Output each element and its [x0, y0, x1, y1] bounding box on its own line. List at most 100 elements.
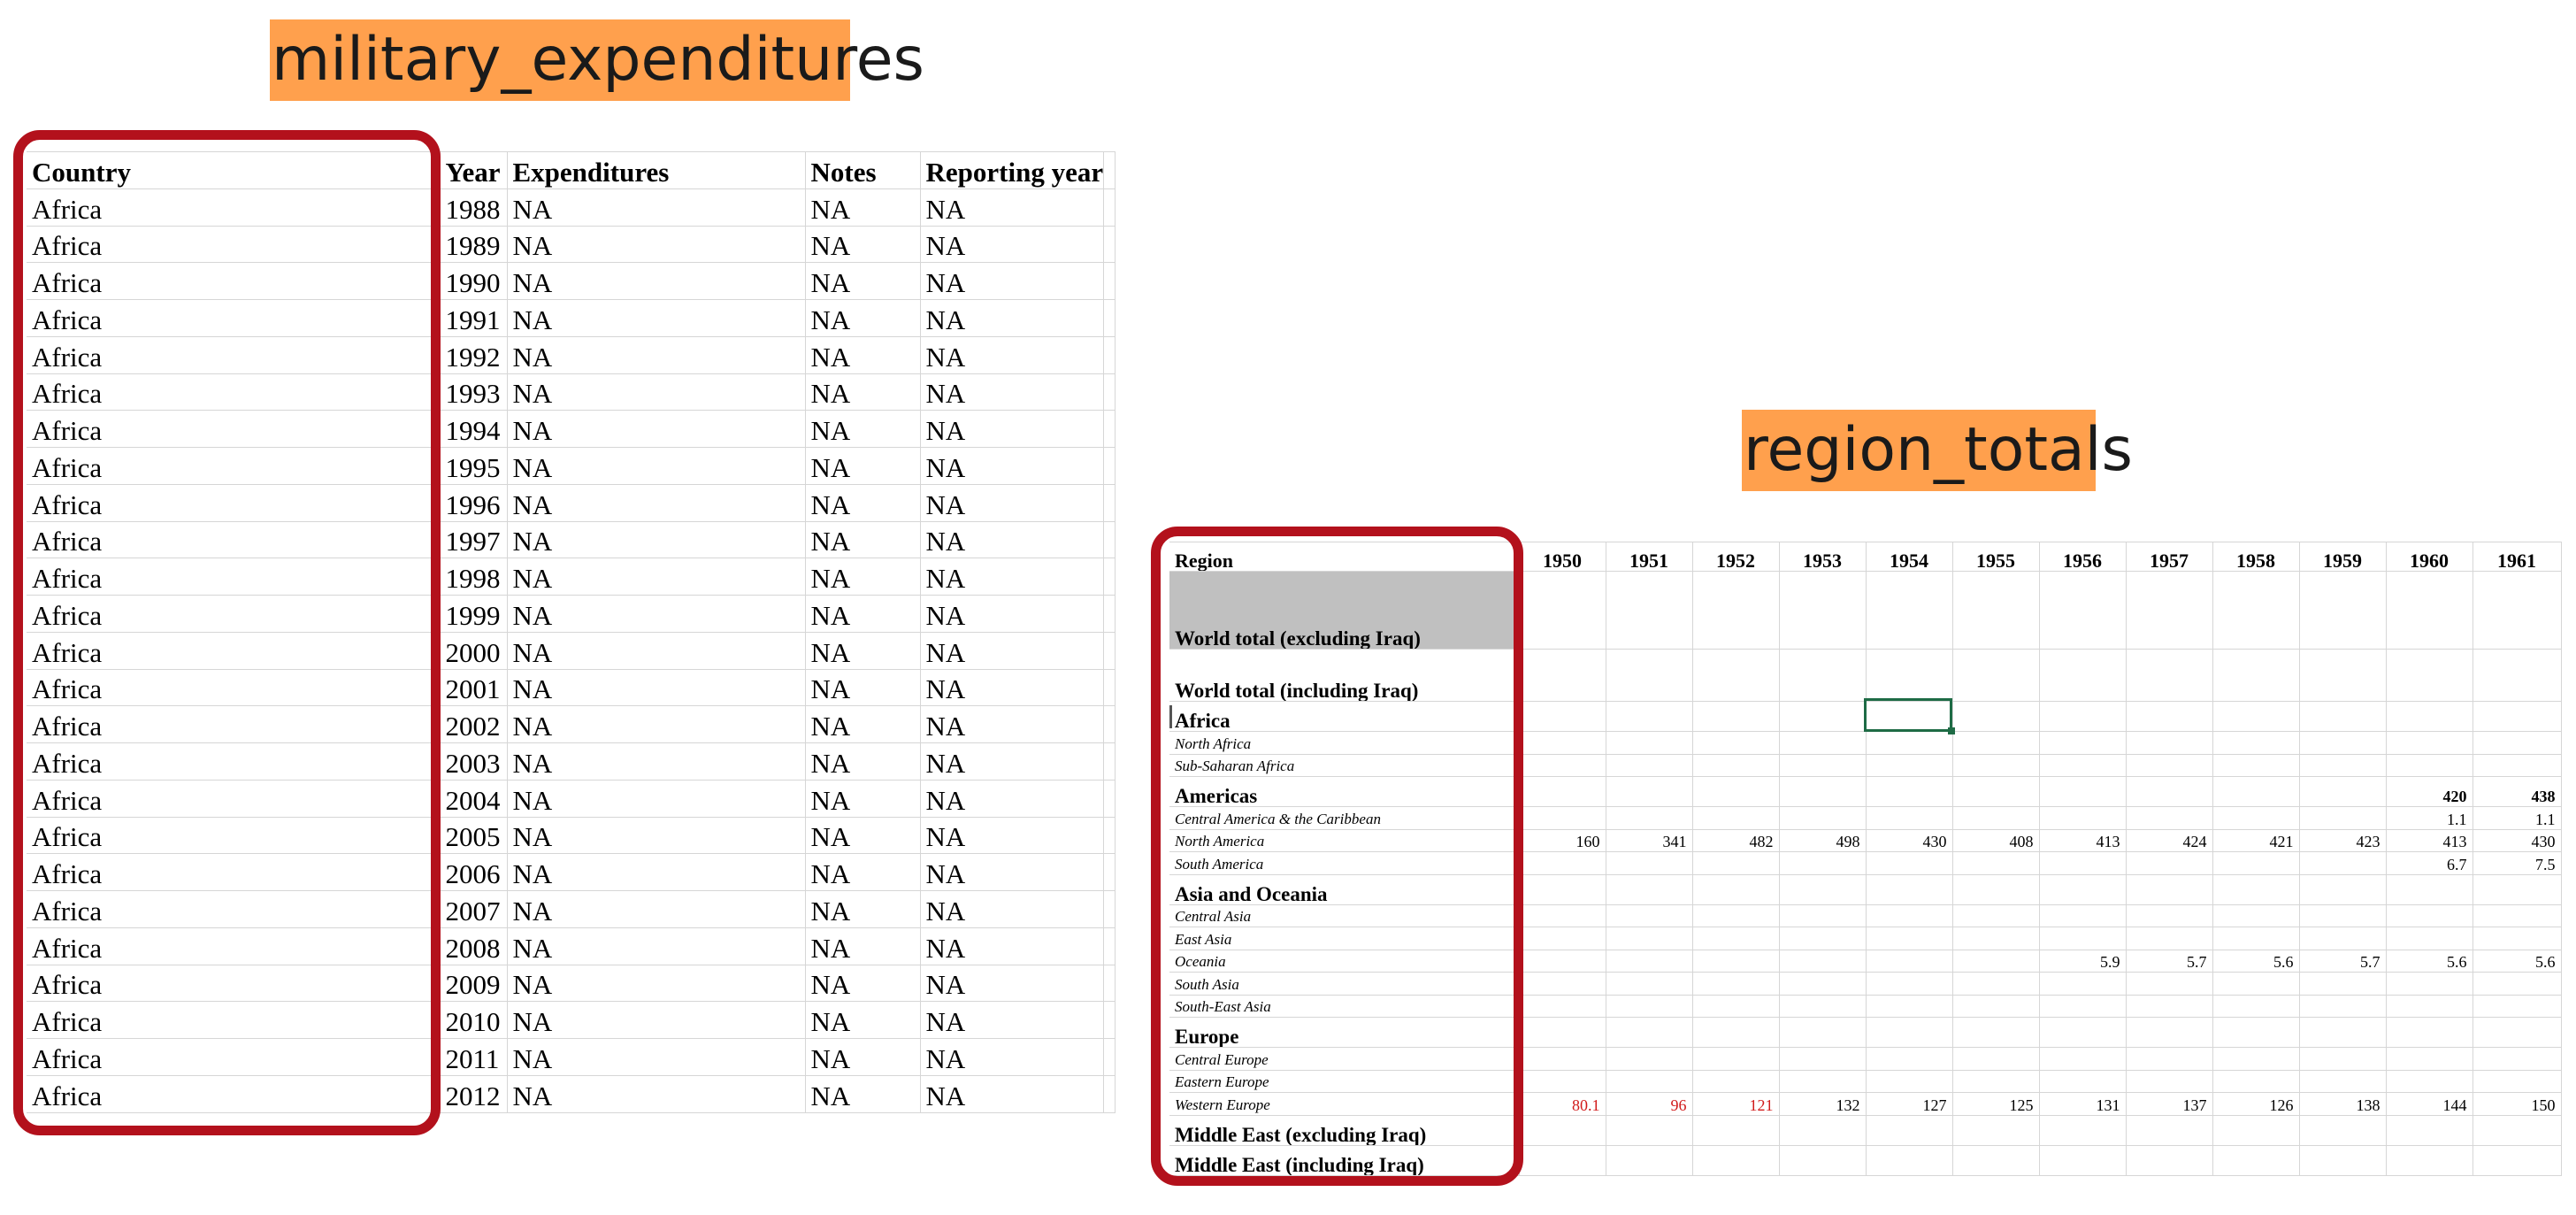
cell-value[interactable] [2039, 571, 2127, 650]
cell-value[interactable] [2126, 972, 2213, 996]
cell-expenditures[interactable]: NA [507, 632, 806, 670]
cell-value[interactable] [2386, 754, 2473, 777]
cell-value[interactable] [1519, 1047, 1606, 1071]
cell-notes[interactable]: NA [805, 853, 921, 891]
cell-value[interactable] [2126, 701, 2213, 732]
cell-blank[interactable] [1103, 1001, 1116, 1039]
cell-blank[interactable] [1103, 965, 1116, 1003]
cell-reporting-year[interactable]: NA [920, 447, 1105, 485]
cell-value[interactable] [2039, 701, 2127, 732]
cell-expenditures[interactable]: NA [507, 299, 806, 337]
cell-value[interactable] [1952, 874, 2040, 905]
cell-value[interactable] [2299, 1115, 2387, 1146]
cell-blank[interactable] [1103, 262, 1116, 300]
cell-value[interactable] [2386, 995, 2473, 1018]
cell-blank[interactable] [1103, 299, 1116, 337]
cell-value[interactable] [1779, 776, 1867, 807]
cell-value[interactable] [2212, 1070, 2300, 1093]
cell-value[interactable] [1519, 972, 1606, 996]
cell-value[interactable] [2299, 904, 2387, 927]
cell-notes[interactable]: NA [805, 742, 921, 781]
cell-value[interactable] [2212, 806, 2300, 830]
cell-region[interactable]: Asia and Oceania [1169, 874, 1520, 905]
cell-value[interactable] [1519, 927, 1606, 950]
cell-value[interactable] [1866, 806, 1953, 830]
cell-year[interactable]: 2000 [440, 632, 508, 670]
cell-country[interactable]: Africa [27, 558, 441, 596]
cell-value[interactable] [2039, 995, 2127, 1018]
cell-value[interactable] [2212, 1017, 2300, 1048]
cell-country[interactable]: Africa [27, 595, 441, 633]
cell-expenditures[interactable]: NA [507, 890, 806, 928]
cell-value[interactable]: 125 [1952, 1092, 2040, 1116]
cell-blank[interactable] [1103, 890, 1116, 928]
column-header-year[interactable]: 1953 [1779, 542, 1867, 572]
column-header-year[interactable]: 1952 [1692, 542, 1780, 572]
cell-country[interactable]: Africa [27, 447, 441, 485]
cell-region[interactable]: South Asia [1169, 972, 1520, 996]
cell-value[interactable]: 160 [1519, 829, 1606, 852]
cell-reporting-year[interactable]: NA [920, 558, 1105, 596]
cell-value[interactable] [2126, 1115, 2213, 1146]
column-header-year[interactable]: 1961 [2472, 542, 2562, 572]
cell-expenditures[interactable]: NA [507, 742, 806, 781]
cell-value[interactable] [2039, 776, 2127, 807]
cell-value[interactable]: 498 [1779, 829, 1867, 852]
cell-country[interactable]: Africa [27, 817, 441, 855]
cell-value[interactable] [2212, 904, 2300, 927]
cell-country[interactable]: Africa [27, 1001, 441, 1039]
cell-reporting-year[interactable]: NA [920, 853, 1105, 891]
cell-country[interactable]: Africa [27, 262, 441, 300]
cell-region[interactable]: Western Europe [1169, 1092, 1520, 1116]
cell-value[interactable]: 96 [1606, 1092, 1693, 1116]
cell-value[interactable] [2299, 806, 2387, 830]
cell-value[interactable]: 430 [2472, 829, 2562, 852]
cell-value[interactable] [2212, 731, 2300, 755]
cell-value[interactable] [2126, 731, 2213, 755]
cell-value[interactable] [2039, 904, 2127, 927]
cell-value[interactable] [1519, 904, 1606, 927]
selected-cell[interactable] [1864, 698, 1955, 734]
cell-blank[interactable] [1103, 705, 1116, 743]
column-header-country[interactable]: Country [27, 151, 441, 189]
cell-year[interactable]: 2001 [440, 669, 508, 707]
cell-value[interactable] [1606, 874, 1693, 905]
cell-value[interactable] [2126, 571, 2213, 650]
cell-value[interactable] [1952, 571, 2040, 650]
cell-blank[interactable] [1103, 1038, 1116, 1076]
cell-year[interactable]: 2003 [440, 742, 508, 781]
cell-year[interactable]: 1998 [440, 558, 508, 596]
cell-value[interactable] [1952, 950, 2040, 973]
cell-blank[interactable] [1103, 226, 1116, 264]
cell-expenditures[interactable]: NA [507, 188, 806, 227]
cell-notes[interactable]: NA [805, 558, 921, 596]
cell-notes[interactable]: NA [805, 188, 921, 227]
cell-country[interactable]: Africa [27, 853, 441, 891]
cell-value[interactable] [1606, 776, 1693, 807]
cell-country[interactable]: Africa [27, 1075, 441, 1113]
cell-expenditures[interactable]: NA [507, 484, 806, 522]
cell-value[interactable] [1779, 754, 1867, 777]
cell-value[interactable] [1692, 806, 1780, 830]
cell-blank[interactable] [1103, 484, 1116, 522]
cell-expenditures[interactable]: NA [507, 705, 806, 743]
cell-value[interactable] [2472, 1115, 2562, 1146]
cell-value[interactable] [2039, 927, 2127, 950]
cell-country[interactable]: Africa [27, 484, 441, 522]
cell-region[interactable]: Africa [1169, 701, 1520, 732]
cell-value[interactable] [1952, 972, 2040, 996]
cell-year[interactable]: 1990 [440, 262, 508, 300]
cell-blank[interactable] [1103, 632, 1116, 670]
cell-year[interactable]: 1999 [440, 595, 508, 633]
cell-blank[interactable] [1103, 336, 1116, 374]
cell-value[interactable] [2299, 754, 2387, 777]
cell-value[interactable] [2472, 972, 2562, 996]
cell-value[interactable] [1692, 754, 1780, 777]
cell-value[interactable] [1779, 1017, 1867, 1048]
cell-value[interactable]: 1.1 [2472, 806, 2562, 830]
cell-value[interactable] [2299, 851, 2387, 875]
cell-expenditures[interactable]: NA [507, 817, 806, 855]
cell-value[interactable] [1779, 1047, 1867, 1071]
cell-value[interactable]: 137 [2126, 1092, 2213, 1116]
cell-country[interactable]: Africa [27, 669, 441, 707]
